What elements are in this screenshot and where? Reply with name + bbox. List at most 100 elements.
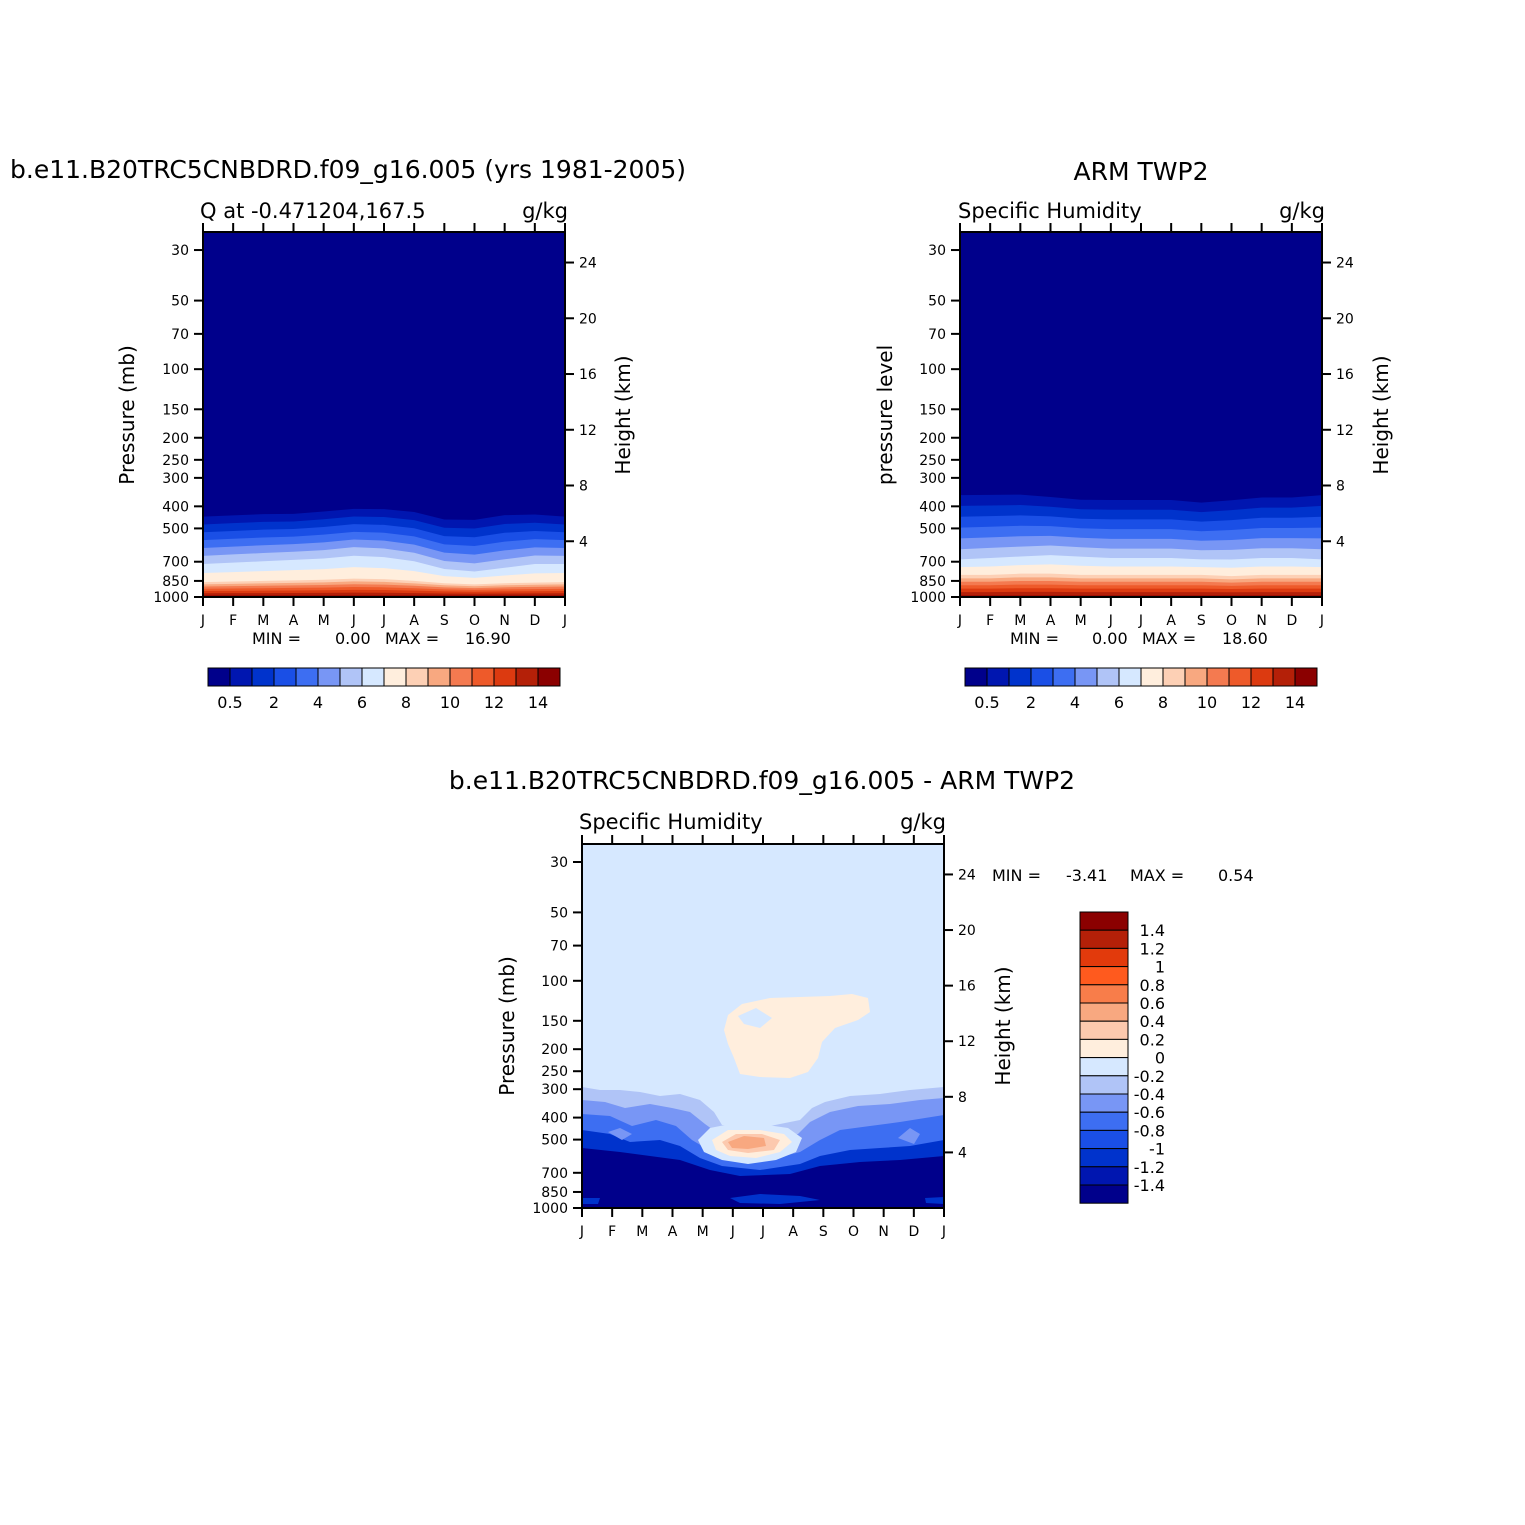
obs-colorbar-box bbox=[1096, 667, 1120, 687]
obs-colorbar-box bbox=[1272, 667, 1296, 687]
obs-ytick-label: 30 bbox=[928, 243, 946, 259]
model-xtick-label: M bbox=[257, 613, 269, 629]
diff-ytick-label: 150 bbox=[541, 1014, 568, 1030]
model-ytick-right-label: 12 bbox=[579, 423, 597, 439]
model-colorbar-box bbox=[207, 667, 231, 687]
model-colorbar-box bbox=[449, 667, 473, 687]
model-colorbar-label: 2 bbox=[269, 693, 279, 712]
obs-colorbar-box bbox=[1228, 667, 1252, 687]
obs-xtick-label: J bbox=[957, 613, 962, 629]
panel-obs-subtitle-left: Specific Humidity bbox=[958, 199, 1142, 223]
diff-ytick-right-label: 12 bbox=[958, 1034, 976, 1050]
model-ytick-label: 700 bbox=[162, 555, 189, 571]
model-colorbar-box bbox=[295, 667, 319, 687]
obs-colorbar-label: 10 bbox=[1197, 693, 1217, 712]
obs-ytick-right-label: 24 bbox=[1336, 256, 1354, 272]
diff-ytick-label: 850 bbox=[541, 1185, 568, 1201]
diff-band-minus-1-4 bbox=[582, 1148, 944, 1208]
diff-colorbar-box bbox=[1079, 1057, 1129, 1077]
plot-area-model bbox=[202, 231, 566, 598]
obs-ytick-label: 250 bbox=[919, 453, 946, 469]
diff-ytick-right-label: 20 bbox=[958, 923, 976, 939]
diff-colorbar-box bbox=[1079, 984, 1129, 1004]
model-colorbar-box bbox=[537, 667, 561, 687]
obs-ytick-label: 850 bbox=[919, 574, 946, 590]
model-ytick-right-label: 20 bbox=[579, 311, 597, 327]
diff-small-feature-right bbox=[898, 1128, 920, 1144]
diff-colorbar-label: -0.6 bbox=[1134, 1103, 1165, 1122]
diff-ytick-right-label: 24 bbox=[958, 867, 976, 883]
diff-colorbar-box bbox=[1079, 929, 1129, 949]
model-xtick-label: S bbox=[440, 613, 449, 629]
model-ytick-right-label: 24 bbox=[579, 256, 597, 272]
obs-ytick-label: 700 bbox=[919, 555, 946, 571]
obs-ytick-right-label: 8 bbox=[1336, 479, 1345, 495]
obs-ytick-label: 400 bbox=[919, 499, 946, 515]
diff-colorbar-box bbox=[1079, 1148, 1129, 1168]
diff-ytick-label: 50 bbox=[550, 905, 568, 921]
diff-xtick-label: A bbox=[788, 1224, 798, 1240]
diff-colorbar-label: -1.2 bbox=[1134, 1158, 1165, 1177]
obs-min-label: MIN = bbox=[1010, 629, 1059, 648]
model-min-value: 0.00 bbox=[335, 629, 371, 648]
diff-ytick-label: 500 bbox=[541, 1133, 568, 1149]
diff-colorbar-box bbox=[1079, 1002, 1129, 1022]
panel-model: b.e11.B20TRC5CNBDRD.f09_g16.005 (yrs 198… bbox=[10, 155, 686, 712]
model-xtick-label: F bbox=[229, 613, 237, 629]
obs-min-value: 0.00 bbox=[1092, 629, 1128, 648]
obs-colorbar-box bbox=[1162, 667, 1186, 687]
diff-ytick-label: 250 bbox=[541, 1064, 568, 1080]
diff-xtick-label: A bbox=[668, 1224, 678, 1240]
diff-surface-feature-left bbox=[582, 1198, 600, 1204]
model-max-label: MAX = bbox=[385, 629, 439, 648]
diff-xtick-label: M bbox=[697, 1224, 709, 1240]
plot-area-obs bbox=[959, 231, 1323, 598]
model-colorbar-label: 6 bbox=[357, 693, 367, 712]
diff-colorbar-label: -1.4 bbox=[1134, 1176, 1165, 1195]
diff-min-value: -3.41 bbox=[1066, 866, 1107, 885]
obs-xtick-label: J bbox=[1108, 613, 1113, 629]
obs-ytick-right-label: 4 bbox=[1336, 534, 1345, 550]
diff-y-axis-label-right: Height (km) bbox=[991, 966, 1015, 1085]
diff-colorbar-label: -0.8 bbox=[1134, 1121, 1165, 1140]
model-colorbar-label: 12 bbox=[484, 693, 504, 712]
diff-ytick-label: 1000 bbox=[532, 1201, 568, 1217]
diff-mid-positive-0-4-contour bbox=[728, 1136, 766, 1149]
diff-colorbar-box bbox=[1079, 1075, 1129, 1095]
obs-max-value: 18.60 bbox=[1222, 629, 1268, 648]
model-ytick-right-label: 16 bbox=[579, 367, 597, 383]
obs-colorbar-box bbox=[1250, 667, 1274, 687]
obs-xtick-label: D bbox=[1286, 613, 1297, 629]
obs-stats: MIN = 0.00 MAX = 18.60 bbox=[1010, 629, 1268, 648]
obs-y-axis-label-right: Height (km) bbox=[1369, 355, 1393, 474]
obs-colorbar-box bbox=[1008, 667, 1032, 687]
diff-colorbar-box bbox=[1079, 947, 1129, 968]
diff-upper-hole-contour bbox=[738, 1008, 772, 1028]
diff-colorbar-label: 1 bbox=[1155, 958, 1165, 977]
model-colorbar-box bbox=[361, 667, 385, 687]
model-colorbar-box bbox=[405, 667, 429, 687]
obs-xtick-label: M bbox=[1075, 613, 1087, 629]
obs-colorbar-box bbox=[986, 667, 1010, 687]
diff-colorbar-box bbox=[1079, 966, 1129, 986]
diff-xtick-label: D bbox=[908, 1224, 919, 1240]
model-colorbar-label: 0.5 bbox=[217, 693, 242, 712]
obs-colorbar-box bbox=[1074, 667, 1098, 687]
model-ytick-label: 500 bbox=[162, 521, 189, 537]
model-xtick-label: J bbox=[351, 613, 356, 629]
model-ytick-label: 200 bbox=[162, 431, 189, 447]
diff-xtick-label: M bbox=[636, 1224, 648, 1240]
diff-colorbar-label: -1 bbox=[1149, 1140, 1165, 1159]
diff-xtick-label: O bbox=[848, 1224, 859, 1240]
diff-ytick-label: 100 bbox=[541, 974, 568, 990]
diff-colorbar-label: 0.2 bbox=[1140, 1030, 1165, 1049]
model-colorbar-box bbox=[427, 667, 451, 687]
diff-min-label: MIN = bbox=[992, 866, 1041, 885]
obs-colorbar-box bbox=[1052, 667, 1076, 687]
plot-area-diff bbox=[581, 843, 945, 1209]
obs-y-ticks-right: 4 8 12 16 20 24 bbox=[1322, 256, 1354, 550]
